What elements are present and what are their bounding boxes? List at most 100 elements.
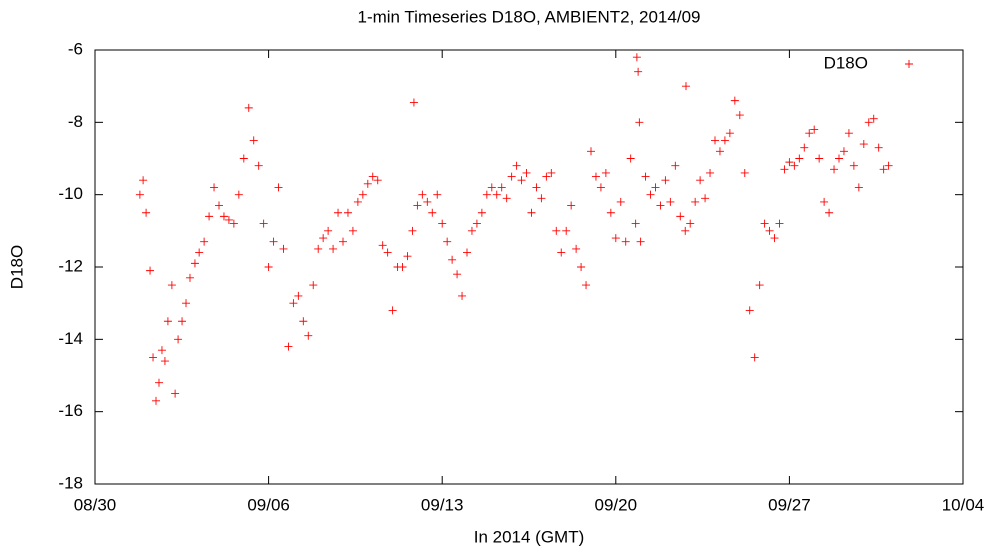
x-tick-label: 09/06 <box>247 495 290 514</box>
data-point <box>353 197 362 206</box>
data-point <box>641 172 650 181</box>
data-point <box>408 226 417 235</box>
data-point <box>725 129 734 138</box>
x-tick-label: 08/30 <box>74 495 117 514</box>
data-point <box>142 208 151 217</box>
data-point <box>195 248 204 257</box>
data-point <box>363 179 372 188</box>
data-point <box>681 82 690 91</box>
data-point <box>854 183 863 192</box>
data-point <box>339 237 347 246</box>
data-point <box>532 183 541 192</box>
data-point <box>160 357 169 366</box>
data-point <box>304 331 313 340</box>
data-point <box>205 212 214 221</box>
data-point <box>577 263 586 271</box>
data-point <box>324 226 333 235</box>
data-point <box>676 212 685 221</box>
data-point <box>185 273 194 282</box>
data-point <box>329 244 338 253</box>
data-point <box>701 194 710 203</box>
data-point <box>656 201 665 210</box>
data-point <box>409 98 418 107</box>
data-point <box>264 263 273 271</box>
y-tick-label: -14 <box>58 329 83 348</box>
data-point <box>671 161 680 170</box>
data-point <box>378 241 387 250</box>
data-point <box>403 252 412 261</box>
data-point <box>428 208 437 217</box>
data-point <box>691 197 700 206</box>
data-point <box>448 255 457 264</box>
data-point <box>557 248 566 257</box>
data-point <box>522 168 531 177</box>
data-point <box>289 299 298 308</box>
legend-label: D18O <box>824 53 868 72</box>
data-point <box>149 353 158 362</box>
data-point <box>497 183 506 192</box>
data-point <box>651 183 660 192</box>
data-point <box>174 335 183 344</box>
x-axis-label: In 2014 (GMT) <box>474 527 585 546</box>
legend-marker <box>905 60 913 68</box>
data-point <box>135 190 144 199</box>
data-point <box>626 154 635 163</box>
data-point <box>635 118 644 127</box>
data-point <box>715 147 724 156</box>
data-point <box>770 234 779 243</box>
data-point <box>711 136 719 145</box>
data-point <box>621 237 630 246</box>
data-point <box>537 194 546 203</box>
data-point <box>839 147 848 156</box>
data-point <box>567 201 576 210</box>
data-point <box>874 143 883 152</box>
data-point <box>254 161 263 170</box>
data-point <box>284 342 293 351</box>
data-point <box>146 266 155 275</box>
data-point <box>398 263 407 271</box>
data-point <box>686 219 695 228</box>
data-point <box>438 219 447 228</box>
data-point <box>815 154 824 163</box>
data-point <box>527 208 536 217</box>
data-point <box>215 201 223 210</box>
data-point <box>582 281 591 290</box>
data-point <box>884 161 893 170</box>
y-tick-label: -10 <box>58 184 83 203</box>
data-point <box>542 172 551 181</box>
data-point <box>706 168 715 177</box>
data-point <box>780 165 789 174</box>
data-point <box>163 317 172 326</box>
y-tick-label: -16 <box>58 401 83 420</box>
data-point <box>299 317 308 326</box>
data-point <box>171 389 180 398</box>
data-point <box>274 183 283 192</box>
data-point <box>765 226 774 235</box>
x-tick-label: 10/04 <box>942 495 985 514</box>
data-point <box>167 281 176 290</box>
data-point <box>596 183 605 192</box>
data-point <box>358 190 367 199</box>
data-point <box>835 154 843 163</box>
data-point <box>849 161 858 170</box>
y-axis-label: D18O <box>7 245 26 289</box>
data-point <box>785 158 794 167</box>
data-point <box>269 237 278 246</box>
data-point <box>859 140 868 149</box>
data-point <box>790 161 799 170</box>
data-point <box>152 396 161 405</box>
data-point <box>443 237 452 246</box>
data-point <box>611 234 620 243</box>
data-point <box>825 208 834 217</box>
data-point <box>572 244 581 253</box>
data-point <box>178 317 187 326</box>
data-point <box>634 67 643 76</box>
data-point <box>755 281 764 290</box>
data-point <box>696 176 705 185</box>
data-point <box>606 208 615 217</box>
data-point <box>244 103 253 112</box>
data-point <box>507 172 516 181</box>
data-point <box>413 201 422 210</box>
data-point <box>517 176 526 185</box>
